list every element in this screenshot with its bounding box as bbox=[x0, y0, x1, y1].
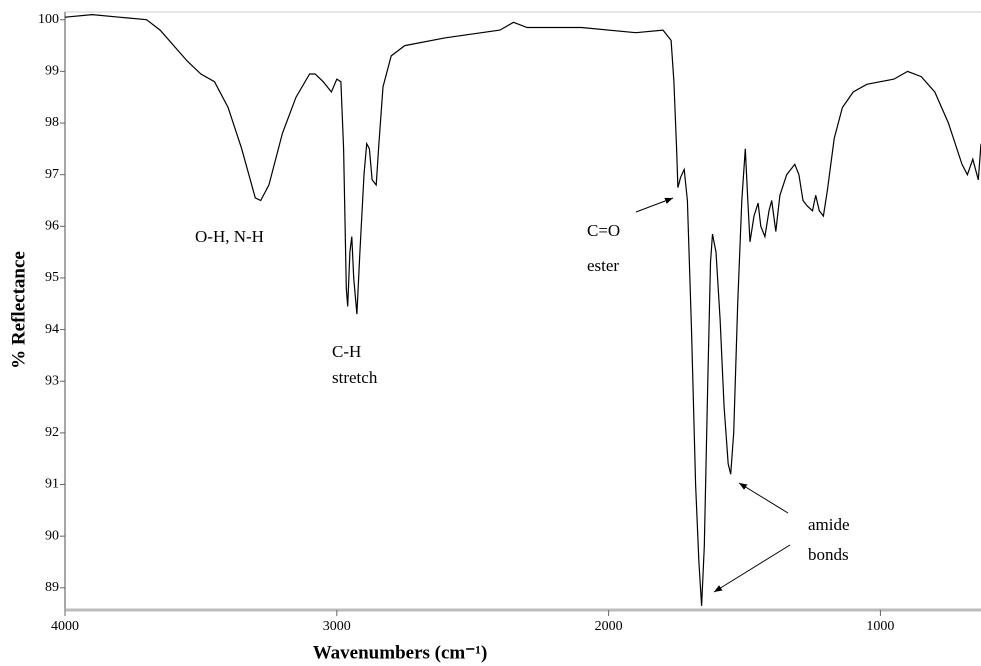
y-tick-label: 98 bbox=[45, 115, 59, 130]
x-axis-label: Wavenumbers (cm⁻¹) bbox=[313, 642, 488, 663]
y-tick-label: 90 bbox=[45, 528, 59, 543]
y-tick-label: 94 bbox=[45, 322, 59, 337]
arrow bbox=[713, 544, 791, 593]
spectrum-line bbox=[64, 13, 981, 606]
y-tick-label: 95 bbox=[45, 270, 59, 285]
arrow bbox=[635, 197, 674, 213]
annotation: amide bbox=[808, 515, 850, 534]
y-tick-label: 91 bbox=[45, 477, 59, 492]
y-tick-label: 96 bbox=[45, 219, 59, 234]
annotation: stretch bbox=[332, 368, 378, 387]
y-tick-label: 99 bbox=[45, 64, 59, 79]
y-tick-label: 100 bbox=[38, 12, 59, 27]
annotation: ester bbox=[587, 256, 619, 275]
annotation: O-H, N-H bbox=[195, 227, 264, 246]
annotation: bonds bbox=[808, 545, 849, 564]
y-axis-label: % Reflectance bbox=[8, 251, 29, 369]
annotation: C-H bbox=[332, 342, 361, 361]
y-tick-label: 93 bbox=[45, 373, 59, 388]
x-tick-label: 3000 bbox=[323, 619, 351, 634]
x-tick-label: 1000 bbox=[866, 619, 894, 634]
arrow bbox=[738, 482, 789, 514]
y-tick-label: 92 bbox=[45, 425, 59, 440]
x-tick-label: 4000 bbox=[51, 619, 79, 634]
annotation: C=O bbox=[587, 221, 620, 240]
y-tick-label: 89 bbox=[45, 580, 59, 595]
x-tick-label: 2000 bbox=[595, 619, 623, 634]
y-tick-label: 97 bbox=[45, 167, 59, 182]
